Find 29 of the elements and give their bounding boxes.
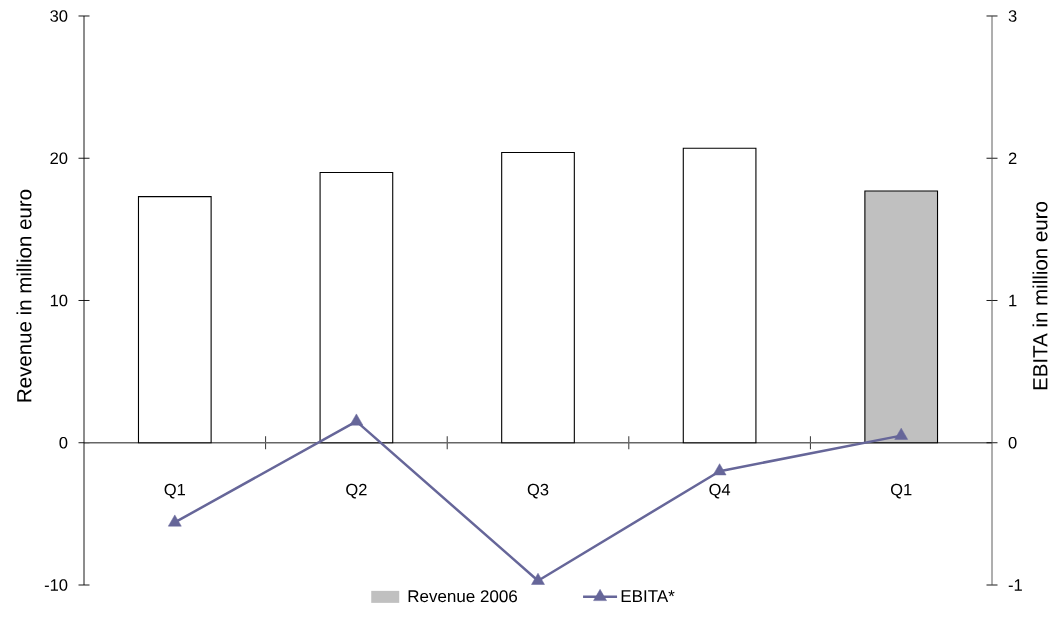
point <box>168 514 182 527</box>
y2-tick-label: 3 <box>1008 10 1017 22</box>
y2-tick-label: -1 <box>1008 579 1022 591</box>
y2-tick-label: 0 <box>1008 436 1017 449</box>
bar <box>501 152 575 444</box>
x-tick-label: Q1 <box>164 483 186 499</box>
bar <box>137 196 212 444</box>
bar <box>682 147 757 444</box>
legend-label: EBITA* <box>621 590 675 602</box>
x-tick-label: Q1 <box>890 483 912 499</box>
y-tick-label: -10 <box>44 579 68 591</box>
y2-tick-label: 1 <box>1009 294 1017 307</box>
legend-label: Revenue 2006 <box>408 590 518 603</box>
point <box>712 463 727 476</box>
point <box>349 413 364 426</box>
y-tick-label: 20 <box>50 152 68 165</box>
x-tick-label: Q3 <box>527 483 549 499</box>
x-tick-label: Q2 <box>346 483 367 499</box>
point <box>894 427 908 440</box>
y2-tick-label: 2 <box>1008 152 1017 165</box>
y2-axis-title: EBITA in million euro <box>1032 201 1048 390</box>
y-tick-label: 10 <box>50 294 68 307</box>
x-tick-label: Q4 <box>709 483 731 499</box>
bar <box>864 190 939 444</box>
y-tick-label: 0 <box>59 436 68 449</box>
bar <box>319 171 394 444</box>
point <box>531 572 545 585</box>
y-axis-title: Revenue in million euro <box>16 189 32 402</box>
y-tick-label: 30 <box>50 10 68 22</box>
